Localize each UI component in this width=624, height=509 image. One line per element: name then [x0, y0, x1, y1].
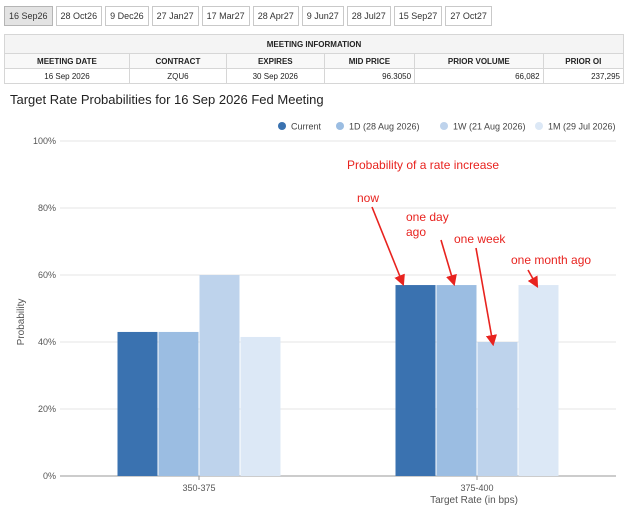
legend-label-1: Current [291, 122, 322, 132]
probability-chart: 0% 20% 40% 60% 80% 100% 350-375 375-400 Curren… [16, 122, 616, 506]
col-contract: CONTRACT [128, 53, 227, 69]
meeting-info-title: MEETING INFORMATION [4, 34, 624, 54]
tab-9-jun27[interactable]: 9 Jun27 [301, 6, 344, 26]
bar-1-2 [158, 331, 199, 476]
y-tick-labels: 0% 20% 40% 60% 80% 100% [33, 136, 56, 481]
annotation-one-week: one week [454, 232, 506, 246]
annotations: Probability of a rate increase now one day… [347, 158, 591, 347]
bar-1-4 [240, 336, 281, 476]
annotation-now: now [357, 191, 379, 205]
bar-2-3 [477, 342, 518, 476]
y-tick-label: 20% [38, 404, 56, 414]
annotation-arrow-2 [440, 239, 457, 287]
bar-2-2 [436, 285, 477, 476]
tab-28-apr27[interactable]: 28 Apr27 [252, 6, 299, 26]
y-tick-label: 100% [33, 136, 56, 146]
tab-27-jan27[interactable]: 27 Jan27 [151, 6, 199, 26]
col-meeting-date: MEETING DATE [4, 53, 130, 69]
meeting-date-tabs: 16 Sep26 28 Oct26 9 Dec26 27 Jan27 17 Ma… [4, 6, 492, 26]
tab-27-oct27[interactable]: 27 Oct27 [445, 6, 492, 26]
col-expires: EXPIRES [225, 53, 325, 69]
annotation-heading: Probability of a rate increase [347, 158, 499, 172]
x-axis-label: Target Rate (in bps) [430, 495, 518, 506]
bar-2-1 [395, 285, 436, 476]
cell-expires: 30 Sep 2026 [225, 68, 325, 84]
col-mid-price: MID PRICE [323, 53, 416, 69]
meeting-info-table: MEETING INFORMATION MEETING DATE CONTRAC… [4, 34, 624, 84]
tab-17-mar27[interactable]: 17 Mar27 [201, 6, 250, 26]
x-tick-labels: 350-375 375-400 [182, 476, 494, 493]
x-tick-label: 350-375 [182, 483, 215, 493]
annotation-arrow-1 [371, 206, 405, 287]
col-prior-volume: PRIOR VOLUME [414, 53, 544, 69]
cell-meeting-date: 16 Sep 2026 [4, 68, 130, 84]
legend-swatch-2 [336, 122, 344, 130]
annotation-arrow-4 [527, 269, 539, 288]
annotation-one-day-ago: one day ago [406, 210, 449, 239]
legend-label-3: 1W (21 Aug 2026) [453, 122, 526, 132]
chart-title: Target Rate Probabilities for 16 Sep 202… [10, 92, 324, 107]
cell-prior-oi: 237,295 [542, 68, 624, 84]
annotation-arrow-3 [475, 247, 497, 347]
legend: Current 1D (28 Aug 2026) 1W (21 Aug 2026) 1… [278, 122, 616, 132]
annotation-one-day-ago-line-1: one day [406, 210, 449, 224]
y-tick-label: 80% [38, 203, 56, 213]
y-tick-label: 40% [38, 337, 56, 347]
y-axis-label: Probability [16, 299, 27, 346]
tab-28-oct26[interactable]: 28 Oct26 [55, 6, 103, 26]
cell-contract: ZQU6 [128, 68, 227, 84]
cell-mid-price: 96.3050 [323, 68, 416, 84]
col-prior-oi: PRIOR OI [542, 53, 624, 69]
legend-label-4: 1M (29 Jul 2026) [548, 122, 616, 132]
legend-label-2: 1D (28 Aug 2026) [349, 122, 420, 132]
bars [117, 275, 559, 476]
annotation-one-month-ago: one month ago [511, 253, 591, 267]
legend-swatch-3 [440, 122, 448, 130]
tab-15-sep27[interactable]: 15 Sep27 [393, 6, 443, 26]
bar-2-4 [518, 285, 559, 476]
cell-prior-volume: 66,082 [414, 68, 544, 84]
tab-16-sep26[interactable]: 16 Sep26 [4, 6, 53, 26]
bar-1-3 [199, 275, 240, 476]
y-tick-label: 60% [38, 270, 56, 280]
y-tick-label: 0% [43, 471, 56, 481]
tab-28-jul27[interactable]: 28 Jul27 [346, 6, 391, 26]
annotation-one-day-ago-line-2: ago [406, 225, 426, 239]
tab-9-dec26[interactable]: 9 Dec26 [105, 6, 149, 26]
x-tick-label: 375-400 [460, 483, 493, 493]
legend-swatch-4 [535, 122, 543, 130]
legend-swatch-1 [278, 122, 286, 130]
bar-1-1 [117, 331, 158, 476]
